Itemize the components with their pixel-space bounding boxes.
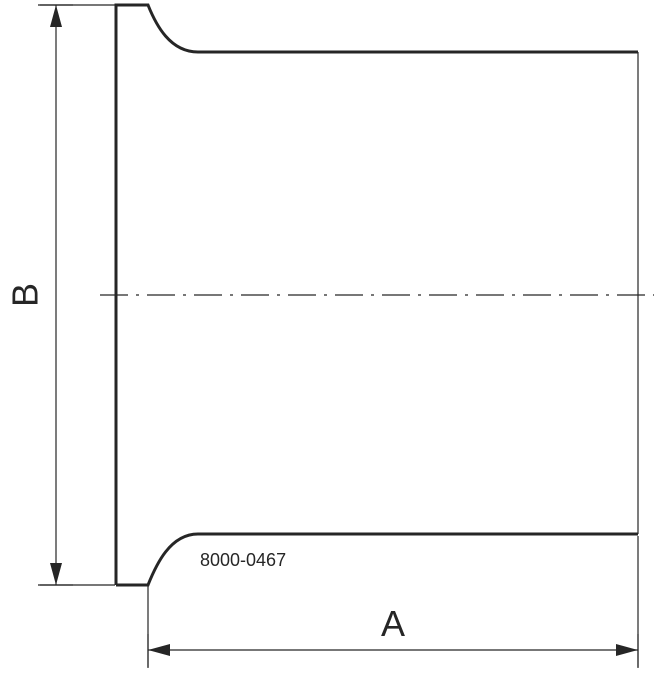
technical-drawing: B A 8000-0467: [0, 0, 659, 683]
dim-A-label: A: [381, 603, 405, 644]
dim-B-label: B: [5, 283, 46, 307]
part-number-label: 8000-0467: [200, 550, 286, 570]
dimension-B: B: [5, 5, 115, 585]
